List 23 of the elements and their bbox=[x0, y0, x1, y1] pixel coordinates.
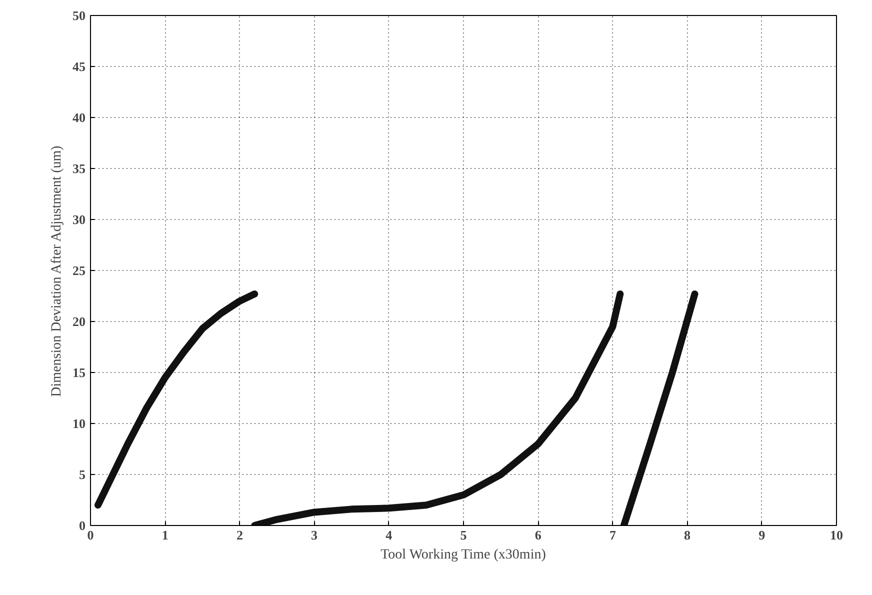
x-tick-label: 3 bbox=[311, 528, 318, 542]
x-tick-label: 4 bbox=[386, 528, 393, 542]
y-tick-label: 45 bbox=[72, 59, 86, 74]
x-axis-title: Tool Working Time (x30min) bbox=[380, 548, 546, 562]
x-tick-label: 6 bbox=[534, 528, 542, 542]
x-tick-label: 9 bbox=[758, 528, 766, 542]
y-tick-label: 15 bbox=[72, 365, 86, 380]
y-tick-label: 30 bbox=[72, 212, 86, 227]
x-tick-label: 8 bbox=[684, 528, 692, 542]
x-tick-label: 7 bbox=[609, 528, 616, 542]
y-axis-title: Dimension Deviation After Adjustment (um) bbox=[50, 145, 64, 397]
x-tick-label: 1 bbox=[162, 528, 168, 542]
y-tick-label: 50 bbox=[72, 8, 86, 23]
x-tick-label: 10 bbox=[830, 528, 843, 542]
y-tick-label: 5 bbox=[79, 467, 86, 482]
y-tick-label: 20 bbox=[72, 314, 86, 329]
y-tick-label: 25 bbox=[72, 263, 86, 278]
y-tick-label: 0 bbox=[79, 518, 86, 533]
x-tick-label: 5 bbox=[460, 528, 468, 542]
y-tick-label: 35 bbox=[72, 161, 86, 176]
y-tick-label: 10 bbox=[72, 416, 86, 431]
y-tick-label: 40 bbox=[72, 110, 86, 125]
x-tick-label: 2 bbox=[236, 528, 243, 542]
